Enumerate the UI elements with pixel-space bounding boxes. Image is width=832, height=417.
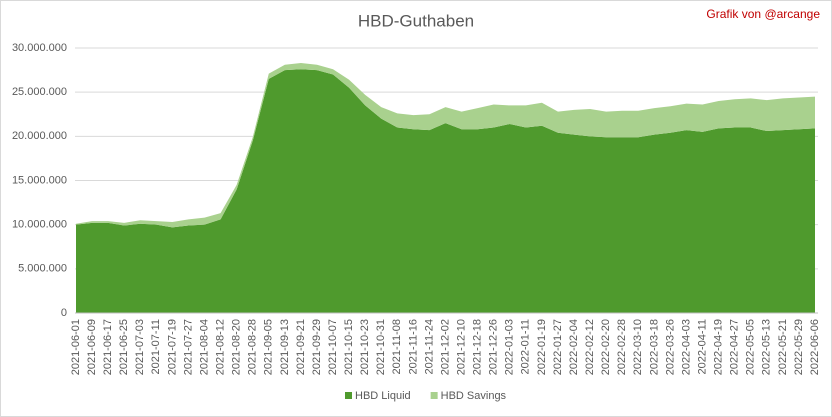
x-tick-label: 2021-10-31	[375, 319, 387, 375]
x-tick-label: 2021-08-28	[247, 319, 259, 375]
x-tick-label: 2021-08-20	[231, 319, 243, 375]
x-tick-label: 2022-01-27	[552, 319, 564, 375]
x-tick-label: 2021-09-29	[311, 319, 323, 375]
legend-label: HBD Savings	[441, 390, 507, 402]
x-tick-label: 2022-04-03	[680, 319, 692, 375]
x-tick-label: 2021-12-10	[455, 319, 467, 375]
x-tick-label: 2022-03-18	[648, 319, 660, 375]
legend-swatch	[430, 392, 438, 399]
x-tick-label: 2021-06-09	[86, 319, 98, 375]
x-tick-label: 2022-02-20	[600, 319, 612, 375]
x-tick-label: 2021-12-26	[488, 319, 500, 375]
x-tick-label: 2021-09-13	[279, 319, 291, 375]
x-tick-label: 2021-06-01	[70, 319, 82, 375]
x-tick-label: 2022-01-03	[504, 319, 516, 375]
y-tick-label: 20.000.000	[12, 130, 67, 142]
x-tick-label: 2021-09-21	[295, 319, 307, 375]
x-tick-label: 2021-09-05	[263, 319, 275, 375]
legend-label: HBD Liquid	[355, 390, 411, 402]
x-tick-label: 2021-10-15	[343, 319, 355, 375]
legend-swatch	[345, 392, 352, 399]
x-tick-label: 2022-02-04	[568, 319, 580, 375]
x-tick-label: 2022-05-05	[745, 319, 757, 375]
x-tick-label: 2022-05-29	[793, 319, 805, 375]
x-tick-label: 2022-04-11	[696, 319, 708, 374]
x-tick-label: 2021-06-17	[102, 319, 114, 375]
x-tick-label: 2022-02-28	[616, 319, 628, 375]
x-tick-label: 2021-10-07	[327, 319, 339, 375]
x-tick-label: 2021-10-23	[359, 319, 371, 375]
area	[76, 69, 815, 313]
x-tick-label: 2021-12-18	[472, 319, 484, 375]
y-tick-label: 10.000.000	[12, 219, 67, 231]
x-tick-label: 2021-07-27	[182, 319, 194, 375]
x-tick-label: 2021-07-03	[134, 319, 146, 375]
x-tick-label: 2022-02-12	[584, 319, 596, 375]
y-tick-label: 30.000.000	[12, 42, 67, 54]
x-tick-label: 2022-06-06	[809, 319, 821, 375]
x-tick-label: 2022-05-13	[761, 319, 773, 375]
x-tick-label: 2022-03-10	[632, 319, 644, 375]
x-tick-label: 2022-04-27	[729, 319, 741, 375]
x-tick-label: 2021-07-19	[166, 319, 178, 375]
y-tick-label: 25.000.000	[12, 86, 67, 98]
x-tick-label: 2022-04-19	[713, 319, 725, 375]
x-tick-label: 2021-11-16	[407, 319, 419, 374]
x-tick-label: 2021-07-11	[150, 319, 162, 374]
chart-title: HBD-Guthaben	[358, 11, 474, 30]
y-tick-label: 0	[61, 307, 67, 319]
y-tick-label: 5.000.000	[18, 263, 67, 275]
x-tick-label: 2022-05-21	[777, 319, 789, 375]
x-tick-label: 2021-08-12	[214, 319, 226, 375]
x-tick-label: 2022-03-26	[664, 319, 676, 375]
x-tick-label: 2021-11-24	[423, 319, 435, 374]
x-tick-label: 2021-06-25	[118, 319, 130, 375]
x-tick-label: 2021-11-08	[391, 319, 403, 374]
x-tick-label: 2022-01-19	[536, 319, 548, 375]
x-tick-label: 2021-12-02	[439, 319, 451, 375]
y-tick-label: 15.000.000	[12, 174, 67, 186]
x-tick-label: 2022-01-11	[520, 319, 532, 374]
x-tick-label: 2021-08-04	[198, 319, 210, 375]
annotation: Grafik von @arcange	[706, 7, 820, 21]
